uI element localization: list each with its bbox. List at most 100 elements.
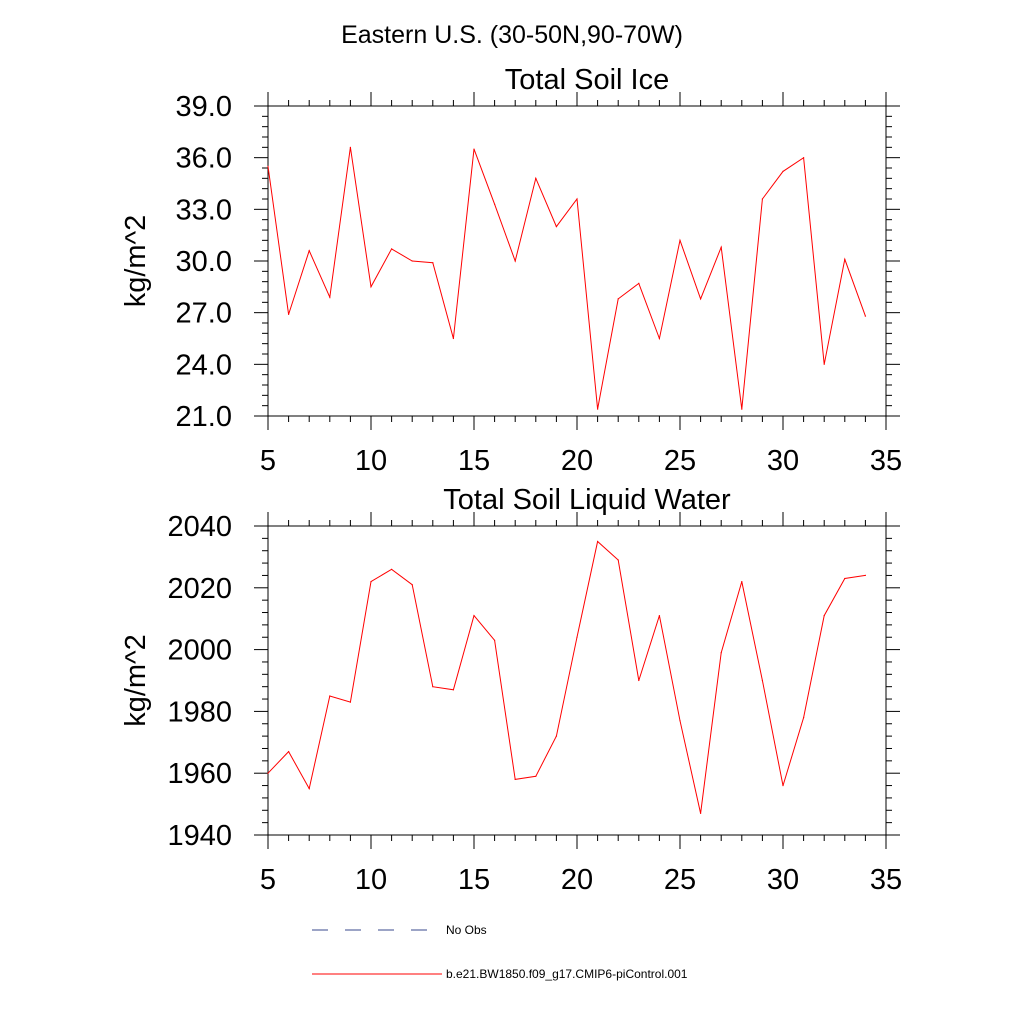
data-point [514, 778, 516, 781]
data-point [452, 337, 454, 340]
y-tick-label: 21.0 [176, 401, 232, 433]
data-point [864, 574, 867, 577]
x-tick-label: 15 [458, 445, 490, 477]
data-point [514, 260, 516, 262]
data-point [720, 652, 722, 654]
x-tick-label: 10 [355, 864, 387, 896]
y-tick-label: 30.0 [176, 246, 232, 278]
series-line [267, 540, 866, 814]
data-point [679, 239, 681, 241]
x-tick-label: 30 [767, 864, 799, 896]
y-tick-label: 2020 [167, 573, 232, 605]
data-point [370, 581, 372, 583]
x-tick-label: 10 [355, 445, 387, 477]
data-point [391, 568, 393, 570]
data-point [638, 282, 640, 284]
data-point [658, 615, 661, 617]
y-axis-label: kg/m^2 [120, 215, 152, 308]
y-tick-label: 1980 [167, 696, 232, 728]
data-point [288, 313, 290, 315]
data-point [741, 408, 743, 410]
y-tick-label: 2000 [167, 635, 232, 667]
y-axis-label: kg/m^2 [120, 634, 152, 727]
panel-title: Total Soil Ice [505, 64, 669, 96]
data-point [411, 584, 413, 586]
x-tick-label: 30 [767, 445, 799, 477]
y-tick-label: 1960 [167, 758, 232, 790]
data-point [597, 540, 599, 543]
data-point [555, 226, 558, 228]
x-tick-label: 5 [260, 864, 276, 896]
data-point [308, 250, 310, 252]
data-point [679, 720, 681, 722]
y-tick-label: 1940 [167, 820, 232, 852]
data-point [864, 315, 867, 317]
data-point [535, 177, 537, 179]
data-point [638, 679, 640, 682]
figure-suptitle: Eastern U.S. (30-50N,90-70W) [341, 21, 683, 49]
data-point [391, 248, 393, 250]
data-point [267, 165, 269, 167]
data-point [473, 148, 475, 150]
data-point [741, 581, 743, 583]
panel-title: Total Soil Liquid Water [443, 484, 731, 516]
data-point [844, 577, 846, 580]
data-point [473, 615, 475, 617]
data-point [370, 286, 372, 288]
data-point [288, 751, 290, 753]
x-tick-label: 35 [870, 445, 902, 477]
x-tick-label: 20 [561, 864, 593, 896]
data-point [349, 146, 351, 148]
x-tick-label: 25 [664, 864, 696, 896]
data-point [720, 246, 722, 248]
data-point [432, 686, 434, 688]
data-point [823, 363, 825, 365]
y-tick-label: 36.0 [176, 143, 232, 175]
panel-total-soil-ice: Total Soil Ice kg/m^2 5 10 15 20 25 30 35 21.0 24.… [120, 64, 902, 477]
data-point [700, 812, 702, 815]
data-point [617, 298, 619, 300]
data-point [555, 735, 558, 737]
legend: No Obs b.e21.BW1850.f09_g17.CMIP6-piCont… [312, 923, 688, 981]
x-tick-label: 25 [664, 445, 696, 477]
data-point [617, 559, 619, 561]
data-point [329, 695, 331, 697]
data-point [597, 408, 599, 410]
series-line [267, 147, 866, 410]
y-tick-label: 33.0 [176, 194, 232, 226]
data-point [267, 772, 269, 774]
panel-total-soil-liquid-water: Total Soil Liquid Water kg/m^2 5 10 15 20 25 30… [120, 484, 902, 896]
data-point [782, 170, 784, 172]
data-point [576, 198, 578, 200]
y-tick-label: 2040 [167, 511, 232, 543]
x-tick-label: 15 [458, 864, 490, 896]
data-point [432, 262, 434, 264]
data-point [761, 198, 764, 200]
data-point [329, 296, 331, 298]
data-point [700, 298, 702, 300]
x-tick-label: 20 [561, 445, 593, 477]
x-tick-label: 35 [870, 864, 902, 896]
data-point [494, 203, 496, 205]
data-point [823, 615, 825, 617]
data-point [452, 689, 454, 691]
legend-model-label: b.e21.BW1850.f09_g17.CMIP6-piControl.001 [446, 967, 688, 981]
x-tick-label: 5 [260, 445, 276, 477]
y-tick-label: 39.0 [176, 91, 232, 123]
data-point [782, 785, 784, 787]
data-point [658, 337, 661, 340]
data-point [411, 260, 413, 262]
y-tick-label: 24.0 [176, 349, 232, 381]
legend-no-obs-label: No Obs [446, 923, 487, 937]
data-point [576, 636, 578, 638]
data-point [535, 775, 537, 777]
data-point [803, 717, 805, 719]
data-point [349, 701, 351, 703]
y-tick-label: 27.0 [176, 298, 232, 330]
data-point [803, 157, 805, 159]
data-point [494, 639, 496, 641]
data-point [761, 679, 764, 682]
data-point [308, 788, 310, 790]
